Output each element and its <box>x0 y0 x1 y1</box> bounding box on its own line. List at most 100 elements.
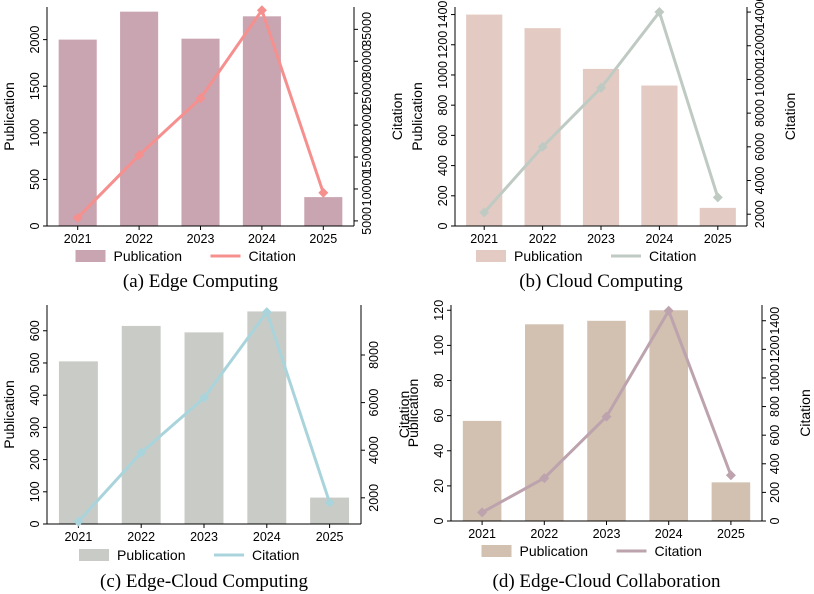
left-tick-label: 500 <box>28 169 42 190</box>
bar-2023 <box>582 68 620 227</box>
legend-label-publication: Publication <box>114 248 183 264</box>
left-tick-label: 1200 <box>436 31 450 59</box>
legend-label-citation: Citation <box>649 248 696 264</box>
bar-2024 <box>641 85 678 226</box>
legend-bar-swatch <box>481 545 512 557</box>
citation-marker-2025 <box>318 187 329 198</box>
legend: Publication Citation <box>75 248 296 264</box>
citation-marker-2022 <box>134 150 145 161</box>
citation-marker-2023 <box>596 82 606 93</box>
panel-caption: (d) Edge-Cloud Collaboration <box>493 571 721 592</box>
citation-marker-2025 <box>324 497 335 508</box>
left-tick-label: 1000 <box>436 61 450 89</box>
right-tick-label: 4000 <box>753 167 767 195</box>
right-tick-label: 35000 <box>360 12 374 47</box>
x-tick-label: 2022 <box>125 232 153 246</box>
left-tick-label: 200 <box>436 185 450 206</box>
legend-label-publication: Publication <box>117 547 186 563</box>
right-tick-label: 15000 <box>360 140 374 175</box>
legend: Publication Citation <box>481 543 702 559</box>
citation-marker-2021 <box>477 507 488 518</box>
bar-2024 <box>247 311 287 524</box>
right-tick-label: 200 <box>768 482 782 503</box>
x-tick-label: 2022 <box>127 530 155 544</box>
x-tick-label: 2025 <box>704 232 732 246</box>
bar-2022 <box>120 11 159 226</box>
x-tick-label: 2023 <box>593 527 621 541</box>
legend-bar-swatch <box>79 549 109 561</box>
right-tick-label: 8000 <box>367 341 381 369</box>
left-tick-label: 2000 <box>28 26 42 54</box>
panel-edge-cloud-collaboration: 0204060801001200200400600800100012001400… <box>405 300 813 592</box>
x-tick-label: 2021 <box>468 527 496 541</box>
left-tick-label: 40 <box>432 444 446 458</box>
x-tick-label: 2024 <box>655 527 683 541</box>
x-tick-label: 2021 <box>64 232 92 246</box>
x-tick-label: 2024 <box>253 530 281 544</box>
left-tick-label: 0 <box>432 517 446 524</box>
x-tick-label: 2023 <box>587 232 615 246</box>
left-tick-label: 600 <box>436 125 450 146</box>
x-tick-label: 2025 <box>309 232 337 246</box>
bar-2021 <box>466 14 503 226</box>
y-axis-label: Publication <box>409 82 425 151</box>
right-tick-label: 1400 <box>768 307 782 335</box>
legend: Publication Citation <box>79 547 299 563</box>
citation-marker-2024 <box>663 305 674 316</box>
left-tick-label: 1400 <box>436 1 450 29</box>
x-tick-label: 2025 <box>316 530 344 544</box>
right-tick-label: 600 <box>768 425 782 446</box>
left-tick-label: 1500 <box>28 72 42 100</box>
right-tick-label: 8000 <box>753 99 767 127</box>
citation-marker-2025 <box>712 192 723 203</box>
left-tick-label: 100 <box>432 335 446 356</box>
right-tick-label: 6000 <box>753 133 767 161</box>
x-tick-label: 2021 <box>64 530 92 544</box>
left-tick-label: 1000 <box>28 119 42 147</box>
left-tick-label: 500 <box>28 352 42 373</box>
x-tick-label: 2022 <box>530 527 558 541</box>
left-tick-label: 600 <box>28 320 42 341</box>
bar-2022 <box>524 28 561 227</box>
left-tick-label: 0 <box>28 222 42 229</box>
citation-marker-2023 <box>199 392 209 403</box>
right-tick-label: 30000 <box>360 44 374 79</box>
right-tick-label: 12000 <box>753 28 767 63</box>
citation-marker-2023 <box>195 93 206 104</box>
legend: Publication Citation <box>476 248 696 264</box>
right-tick-label: 1200 <box>768 335 782 363</box>
citation-marker-2024 <box>654 7 665 18</box>
citation-marker-2022 <box>537 141 548 152</box>
right-tick-label: 400 <box>768 453 782 474</box>
right-tick-label: 1000 <box>768 364 782 392</box>
right-tick-label: 2000 <box>753 200 767 228</box>
left-tick-label: 100 <box>28 481 42 502</box>
legend-bar-swatch <box>476 250 506 262</box>
y2-axis-label: Citation <box>782 93 798 140</box>
left-tick-label: 0 <box>436 222 450 229</box>
left-tick-label: 200 <box>28 449 42 470</box>
bar-2024 <box>649 310 688 521</box>
legend-label-citation: Citation <box>655 543 702 559</box>
panel-caption: (a) Edge Computing <box>123 271 279 292</box>
x-tick-label: 2023 <box>190 530 218 544</box>
bar-2025 <box>699 207 736 226</box>
x-tick-label: 2025 <box>717 527 745 541</box>
bar-2022 <box>525 324 564 521</box>
right-tick-label: 6000 <box>367 389 381 417</box>
bar-2025 <box>711 482 751 521</box>
left-tick-label: 300 <box>28 417 42 438</box>
legend-label-citation: Citation <box>249 248 296 264</box>
right-tick-label: 25000 <box>360 76 374 111</box>
y-axis-label: Publication <box>405 379 421 448</box>
y2-axis-label: Citation <box>389 93 405 140</box>
y-axis-label: Publication <box>1 380 17 449</box>
y-axis-label: Publication <box>1 82 17 151</box>
right-tick-label: 800 <box>768 396 782 417</box>
citation-marker-2024 <box>256 5 267 16</box>
bar-2023 <box>181 38 220 227</box>
citation-marker-2024 <box>261 307 272 318</box>
left-tick-label: 80 <box>432 374 446 388</box>
right-tick-label: 0 <box>768 517 782 524</box>
